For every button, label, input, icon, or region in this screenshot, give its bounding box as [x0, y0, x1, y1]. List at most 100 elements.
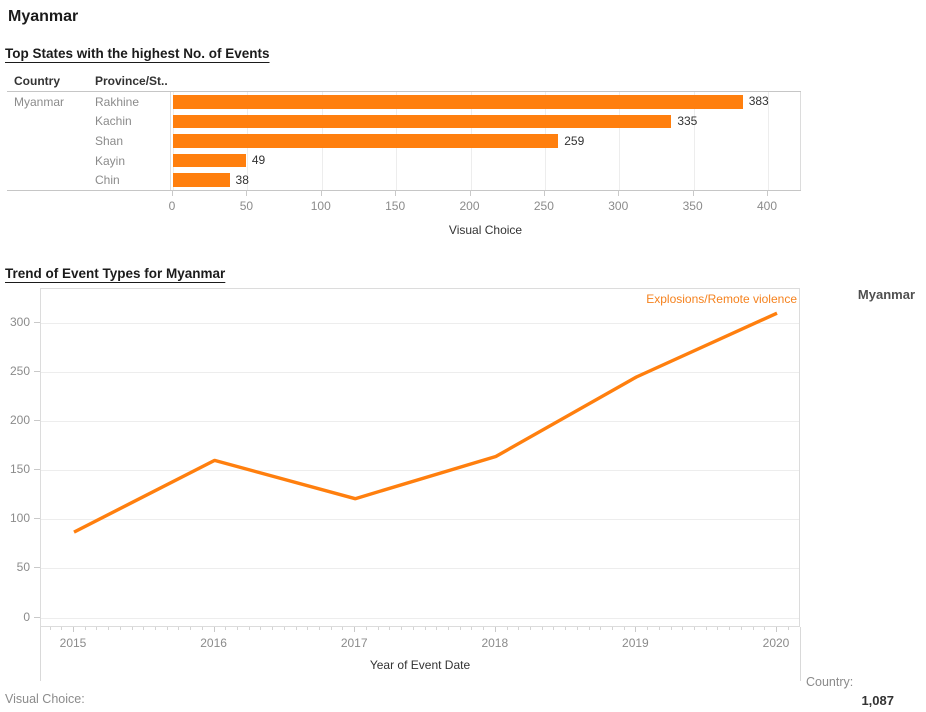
bar-axis-tick	[395, 190, 397, 196]
line-x-year-label: 2020	[762, 636, 790, 650]
line-x-minor-tick	[471, 627, 473, 630]
line-x-year-tick	[354, 627, 356, 632]
line-x-year-label: 2017	[340, 636, 368, 650]
axis-border-right	[800, 627, 801, 681]
bar-value-label: 383	[748, 94, 769, 109]
line-x-year-tick	[635, 627, 637, 632]
bar-chart-plot[interactable]: 383 335 259 49 38	[170, 92, 801, 190]
line-x-minor-tick	[459, 627, 461, 630]
bar-axis-tick-label: 300	[608, 199, 629, 213]
country-total-value: 1,087	[861, 693, 894, 708]
line-gridline	[41, 372, 799, 374]
line-x-minor-tick	[84, 627, 86, 630]
line-chart-title: Trend of Event Types for Myanmar	[5, 266, 226, 281]
line-x-minor-tick	[565, 627, 567, 630]
line-x-minor-tick	[483, 627, 485, 630]
trend-line-explosions-remote-violence[interactable]	[73, 311, 778, 534]
bar-chart-title: Top States with the highest No. of Event…	[5, 46, 270, 61]
row-label-shan[interactable]: Shan	[95, 134, 124, 148]
column-header-country[interactable]: Country	[14, 74, 60, 88]
line-x-minor-tick	[611, 627, 613, 630]
line-x-year-tick	[213, 627, 215, 632]
table-header-rule	[7, 91, 801, 92]
line-x-year-label: 2015	[59, 636, 87, 650]
line-x-minor-tick	[260, 627, 262, 630]
line-x-minor-tick	[155, 627, 157, 630]
bar-axis-tick	[172, 190, 173, 196]
line-gridline	[41, 322, 799, 324]
row-label-chin[interactable]: Chin	[95, 173, 120, 188]
bar-rakhine[interactable]	[173, 95, 743, 109]
bar-value-label: 38	[235, 172, 249, 187]
line-y-tick	[34, 371, 40, 373]
row-label-kachin[interactable]: Kachin	[95, 114, 132, 129]
bar-chin[interactable]	[173, 173, 230, 187]
line-x-year-label: 2019	[622, 636, 649, 650]
line-x-minor-tick	[740, 627, 742, 630]
bar-chart-x-axis-title: Visual Choice	[448, 223, 523, 237]
line-x-minor-tick	[752, 627, 754, 630]
line-gridline	[41, 617, 799, 619]
line-x-minor-tick	[49, 627, 51, 630]
bar-value-label: 335	[677, 113, 698, 128]
line-x-minor-tick	[108, 627, 110, 630]
bar-axis-tick-label: 50	[239, 199, 254, 213]
bar-gridline	[619, 92, 621, 190]
line-x-minor-tick	[553, 627, 555, 630]
line-chart-plot[interactable]	[40, 288, 800, 627]
line-y-tick	[34, 469, 40, 471]
line-gridline	[41, 470, 799, 472]
line-x-minor-tick	[143, 627, 145, 630]
bar-shan[interactable]	[173, 134, 559, 148]
bar-axis-tick	[320, 190, 322, 196]
line-y-tick	[34, 321, 40, 323]
line-x-year-label: 2016	[200, 636, 227, 650]
row-label-kayin[interactable]: Kayin	[95, 153, 126, 168]
line-x-minor-tick	[119, 627, 121, 630]
line-x-minor-tick	[424, 627, 426, 630]
bar-kayin[interactable]	[173, 153, 246, 168]
line-x-year-label: 2018	[481, 636, 509, 650]
line-y-tick-label: 0	[23, 609, 30, 624]
line-x-minor-tick	[190, 627, 192, 630]
bar-axis-tick	[767, 190, 768, 196]
line-x-minor-tick	[248, 627, 250, 630]
line-x-minor-tick	[576, 627, 578, 630]
bar-axis-tick-label: 250	[533, 199, 554, 213]
row-header-country[interactable]: Myanmar	[14, 95, 65, 109]
line-x-minor-tick	[436, 627, 438, 630]
bar-gridline	[693, 92, 695, 190]
line-x-minor-tick	[682, 627, 684, 630]
legend-country-label[interactable]: Myanmar	[857, 287, 915, 302]
bar-axis-tick	[469, 190, 471, 196]
line-x-minor-tick	[131, 627, 133, 630]
line-x-minor-tick	[600, 627, 602, 630]
bar-axis-tick-label: 150	[385, 199, 406, 213]
bar-axis-tick	[692, 190, 694, 196]
line-chart-x-axis-title: Year of Event Date	[369, 658, 471, 672]
line-x-year-tick	[73, 627, 74, 632]
row-label-rakhine[interactable]: Rakhine	[95, 94, 140, 109]
column-header-province[interactable]: Province/St..	[95, 74, 168, 88]
line-x-minor-tick	[201, 627, 203, 630]
line-y-tick-label: 200	[9, 413, 30, 428]
line-x-minor-tick	[295, 627, 297, 630]
line-x-year-tick	[776, 627, 777, 632]
axis-border-left	[40, 627, 41, 681]
line-gridline	[41, 421, 799, 423]
bar-axis-tick-label: 100	[310, 199, 331, 213]
line-x-minor-tick	[717, 627, 719, 630]
bar-value-label: 259	[564, 133, 585, 148]
line-x-minor-tick	[658, 627, 660, 630]
trend-line-svg[interactable]	[41, 289, 801, 628]
line-x-minor-tick	[225, 627, 227, 630]
line-x-minor-tick	[307, 627, 309, 630]
bar-kachin[interactable]	[173, 114, 672, 129]
bar-axis-tick	[543, 190, 545, 196]
page-title: Myanmar	[8, 8, 79, 25]
line-x-minor-tick	[377, 627, 379, 630]
line-x-minor-tick	[447, 627, 449, 630]
line-x-minor-tick	[178, 627, 180, 630]
line-x-minor-tick	[588, 627, 590, 630]
bar-axis-tick-label: 0	[168, 199, 176, 213]
